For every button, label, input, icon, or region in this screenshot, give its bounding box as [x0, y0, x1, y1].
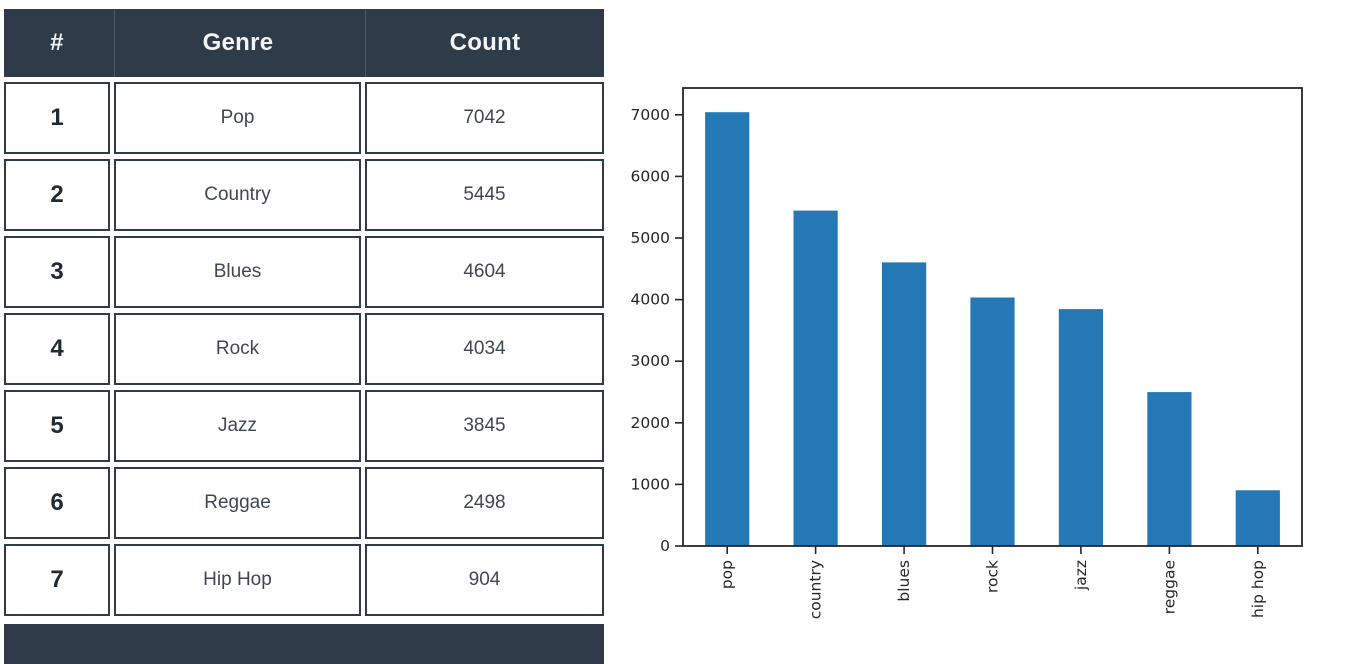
column-header-genre: Genre — [114, 9, 361, 77]
genre-cell: Rock — [114, 313, 361, 385]
y-tick-label: 3000 — [631, 352, 670, 370]
count-cell: 4034 — [365, 313, 604, 385]
x-tick-label: rock — [984, 560, 1002, 593]
table-row: 2 Country 5445 — [4, 159, 604, 231]
rank-cell: 6 — [4, 467, 110, 539]
y-tick-label: 4000 — [631, 291, 670, 309]
rank-cell: 2 — [4, 159, 110, 231]
next-table-header-strip — [4, 624, 604, 664]
genre-bar-chart-svg: 0 1000 2000 3000 4000 5000 6000 7000 pop country b… — [631, 87, 1303, 619]
column-header-count: Count — [365, 9, 604, 77]
x-tick-label: blues — [895, 560, 913, 602]
y-tick-label: 7000 — [631, 106, 670, 124]
y-tick-label: 2000 — [631, 414, 670, 432]
rank-cell: 7 — [4, 544, 110, 616]
genre-cell: Hip Hop — [114, 544, 361, 616]
bar-reggae — [1147, 392, 1192, 546]
count-cell: 904 — [365, 544, 604, 616]
count-cell: 3845 — [365, 390, 604, 462]
y-tick-label: 0 — [660, 537, 670, 555]
genre-cell: Country — [114, 159, 361, 231]
x-tick-label: hip hop — [1249, 560, 1267, 618]
table-body: 1 Pop 7042 2 Country 5445 3 Blues 4604 4… — [4, 82, 604, 616]
bar-rock — [970, 297, 1015, 546]
x-tick-label: jazz — [1072, 560, 1090, 591]
table-header-row: # Genre Count — [4, 9, 604, 77]
x-tick-label: reggae — [1160, 560, 1178, 614]
y-tick-label: 1000 — [631, 475, 670, 493]
table-row: 6 Reggae 2498 — [4, 467, 604, 539]
genre-cell: Reggae — [114, 467, 361, 539]
rank-cell: 5 — [4, 390, 110, 462]
count-cell: 4604 — [365, 236, 604, 308]
table-row: 5 Jazz 3845 — [4, 390, 604, 462]
rank-cell: 4 — [4, 313, 110, 385]
genre-cell: Blues — [114, 236, 361, 308]
x-tick-label: country — [807, 560, 825, 619]
table-row: 1 Pop 7042 — [4, 82, 604, 154]
table-row: 3 Blues 4604 — [4, 236, 604, 308]
table-row: 7 Hip Hop 904 — [4, 544, 604, 616]
count-cell: 2498 — [365, 467, 604, 539]
genre-cell: Pop — [114, 82, 361, 154]
count-cell: 7042 — [365, 82, 604, 154]
bar-blues — [882, 262, 927, 546]
bar-pop — [705, 112, 750, 546]
y-tick-label: 5000 — [631, 229, 670, 247]
y-tick-label: 6000 — [631, 167, 670, 185]
bar-country — [793, 210, 838, 546]
genre-table: # Genre Count 1 Pop 7042 2 Country 5445 … — [4, 9, 604, 664]
bar-jazz — [1058, 309, 1103, 546]
genre-bar-chart: 0 1000 2000 3000 4000 5000 6000 7000 pop country b… — [620, 0, 1370, 634]
column-header-rank: # — [50, 29, 64, 56]
bar-hip hop — [1235, 490, 1280, 546]
table-row: 4 Rock 4034 — [4, 313, 604, 385]
x-tick-label: pop — [718, 560, 736, 589]
rank-cell: 1 — [4, 82, 110, 154]
genre-cell: Jazz — [114, 390, 361, 462]
rank-cell: 3 — [4, 236, 110, 308]
count-cell: 5445 — [365, 159, 604, 231]
